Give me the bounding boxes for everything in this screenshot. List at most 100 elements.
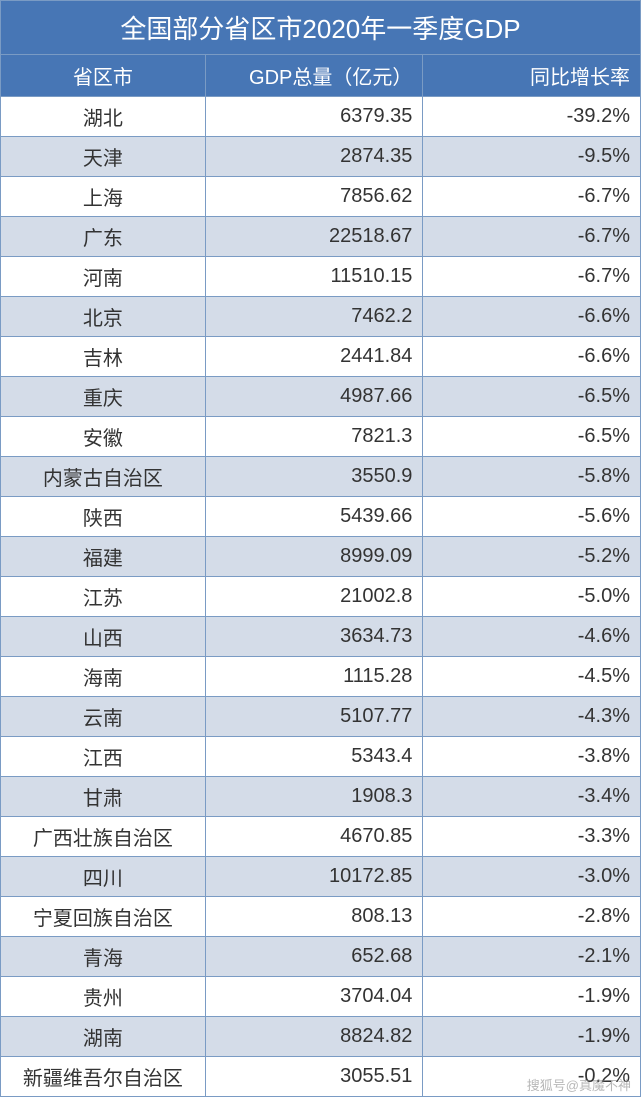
cell-province: 安徽: [1, 417, 206, 457]
cell-gdp: 5343.4: [205, 737, 423, 777]
cell-province: 北京: [1, 297, 206, 337]
cell-gdp: 4987.66: [205, 377, 423, 417]
table-row: 四川10172.85-3.0%: [1, 857, 641, 897]
table-row: 江苏21002.8-5.0%: [1, 577, 641, 617]
cell-growth: -2.1%: [423, 937, 641, 977]
table-row: 重庆4987.66-6.5%: [1, 377, 641, 417]
cell-gdp: 3550.9: [205, 457, 423, 497]
cell-growth: -9.5%: [423, 137, 641, 177]
cell-gdp: 22518.67: [205, 217, 423, 257]
cell-growth: -4.3%: [423, 697, 641, 737]
table-row: 陕西5439.66-5.6%: [1, 497, 641, 537]
cell-growth: -6.6%: [423, 337, 641, 377]
cell-growth: -6.6%: [423, 297, 641, 337]
cell-growth: -2.8%: [423, 897, 641, 937]
cell-gdp: 1115.28: [205, 657, 423, 697]
cell-province: 贵州: [1, 977, 206, 1017]
table-title: 全国部分省区市2020年一季度GDP: [1, 1, 641, 55]
cell-gdp: 3055.51: [205, 1057, 423, 1097]
cell-gdp: 10172.85: [205, 857, 423, 897]
cell-growth: -1.9%: [423, 977, 641, 1017]
cell-province: 吉林: [1, 337, 206, 377]
cell-growth: -1.9%: [423, 1017, 641, 1057]
cell-province: 海南: [1, 657, 206, 697]
table-row: 宁夏回族自治区808.13-2.8%: [1, 897, 641, 937]
cell-gdp: 2874.35: [205, 137, 423, 177]
table-row: 山西3634.73-4.6%: [1, 617, 641, 657]
cell-gdp: 7462.2: [205, 297, 423, 337]
table-row: 海南1115.28-4.5%: [1, 657, 641, 697]
cell-gdp: 2441.84: [205, 337, 423, 377]
gdp-table: 全国部分省区市2020年一季度GDP 省区市 GDP总量（亿元） 同比增长率 湖…: [0, 0, 641, 1097]
cell-growth: -3.4%: [423, 777, 641, 817]
cell-gdp: 6379.35: [205, 97, 423, 137]
cell-growth: -5.6%: [423, 497, 641, 537]
cell-province: 河南: [1, 257, 206, 297]
table-row: 青海652.68-2.1%: [1, 937, 641, 977]
table-row: 云南5107.77-4.3%: [1, 697, 641, 737]
cell-province: 青海: [1, 937, 206, 977]
cell-province: 宁夏回族自治区: [1, 897, 206, 937]
cell-gdp: 5439.66: [205, 497, 423, 537]
cell-province: 山西: [1, 617, 206, 657]
cell-growth: -6.5%: [423, 417, 641, 457]
table-body: 湖北6379.35-39.2%天津2874.35-9.5%上海7856.62-6…: [1, 97, 641, 1097]
cell-growth: -5.2%: [423, 537, 641, 577]
cell-growth: -6.5%: [423, 377, 641, 417]
cell-gdp: 3704.04: [205, 977, 423, 1017]
table-row: 天津2874.35-9.5%: [1, 137, 641, 177]
cell-province: 内蒙古自治区: [1, 457, 206, 497]
cell-gdp: 652.68: [205, 937, 423, 977]
title-row: 全国部分省区市2020年一季度GDP: [1, 1, 641, 55]
cell-province: 湖北: [1, 97, 206, 137]
header-province: 省区市: [1, 55, 206, 97]
cell-province: 陕西: [1, 497, 206, 537]
table-row: 贵州3704.04-1.9%: [1, 977, 641, 1017]
cell-province: 天津: [1, 137, 206, 177]
cell-province: 福建: [1, 537, 206, 577]
cell-growth: -5.0%: [423, 577, 641, 617]
table-row: 甘肃1908.3-3.4%: [1, 777, 641, 817]
cell-province: 甘肃: [1, 777, 206, 817]
cell-province: 重庆: [1, 377, 206, 417]
cell-growth: -3.8%: [423, 737, 641, 777]
cell-province: 上海: [1, 177, 206, 217]
table-row: 广东22518.67-6.7%: [1, 217, 641, 257]
cell-growth: -6.7%: [423, 177, 641, 217]
cell-province: 广西壮族自治区: [1, 817, 206, 857]
table-row: 河南11510.15-6.7%: [1, 257, 641, 297]
cell-province: 广东: [1, 217, 206, 257]
header-row: 省区市 GDP总量（亿元） 同比增长率: [1, 55, 641, 97]
table-row: 内蒙古自治区3550.9-5.8%: [1, 457, 641, 497]
cell-growth: -3.0%: [423, 857, 641, 897]
cell-gdp: 7821.3: [205, 417, 423, 457]
cell-growth: -39.2%: [423, 97, 641, 137]
cell-province: 江西: [1, 737, 206, 777]
table-row: 福建8999.09-5.2%: [1, 537, 641, 577]
cell-province: 四川: [1, 857, 206, 897]
cell-growth: -4.5%: [423, 657, 641, 697]
table-row: 安徽7821.3-6.5%: [1, 417, 641, 457]
table-row: 吉林2441.84-6.6%: [1, 337, 641, 377]
cell-growth: -6.7%: [423, 257, 641, 297]
header-gdp: GDP总量（亿元）: [205, 55, 423, 97]
cell-gdp: 1908.3: [205, 777, 423, 817]
cell-province: 新疆维吾尔自治区: [1, 1057, 206, 1097]
cell-gdp: 21002.8: [205, 577, 423, 617]
cell-gdp: 3634.73: [205, 617, 423, 657]
cell-province: 湖南: [1, 1017, 206, 1057]
table-row: 湖北6379.35-39.2%: [1, 97, 641, 137]
table-row: 江西5343.4-3.8%: [1, 737, 641, 777]
cell-gdp: 5107.77: [205, 697, 423, 737]
cell-growth: -5.8%: [423, 457, 641, 497]
cell-gdp: 8824.82: [205, 1017, 423, 1057]
cell-gdp: 7856.62: [205, 177, 423, 217]
cell-gdp: 11510.15: [205, 257, 423, 297]
header-growth: 同比增长率: [423, 55, 641, 97]
cell-province: 云南: [1, 697, 206, 737]
cell-province: 江苏: [1, 577, 206, 617]
table-row: 北京7462.2-6.6%: [1, 297, 641, 337]
table-row: 上海7856.62-6.7%: [1, 177, 641, 217]
cell-gdp: 8999.09: [205, 537, 423, 577]
cell-growth: -6.7%: [423, 217, 641, 257]
